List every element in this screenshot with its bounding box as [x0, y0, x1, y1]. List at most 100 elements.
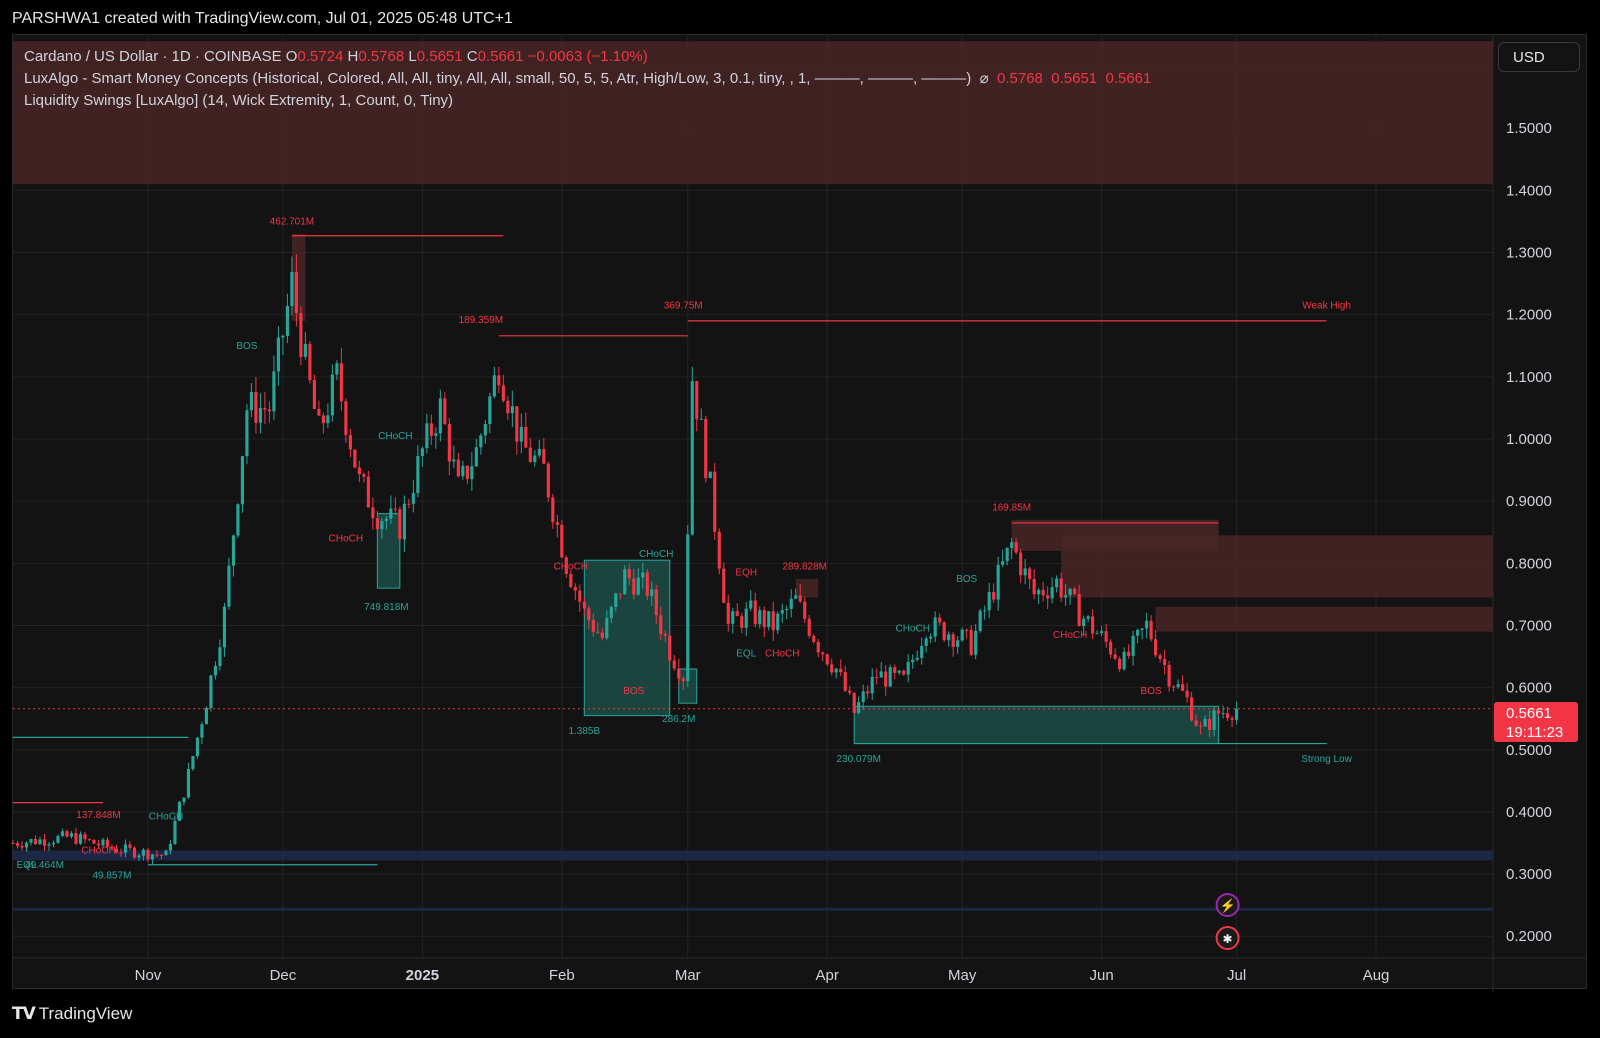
indicator-legend-row[interactable]: LuxAlgo - Smart Money Concepts (Historic… [24, 68, 1151, 90]
candle-body [240, 456, 244, 505]
candle-body [1109, 641, 1113, 655]
candle-body [618, 593, 622, 595]
candle-body [564, 557, 568, 574]
candle-body [767, 611, 771, 628]
candle-body [56, 835, 60, 843]
candle-body [1203, 718, 1207, 727]
chart-annotation: 49.857M [93, 870, 132, 881]
ohlc-value: 0.5768 [358, 48, 405, 65]
candle-body [1145, 620, 1149, 629]
candle-body [987, 592, 991, 611]
candle-body [227, 565, 231, 607]
candle-body [1154, 639, 1158, 656]
candle-body [1010, 542, 1014, 548]
candle-body [92, 839, 96, 844]
us-flag-event-icon [1215, 926, 1240, 950]
chart-annotation: CHoCH [81, 846, 115, 857]
candle-body [393, 508, 397, 510]
candle-body [573, 587, 577, 591]
candle-body [83, 834, 87, 840]
candle-body [659, 615, 663, 635]
candle-body [200, 724, 204, 738]
candle-body [65, 831, 69, 837]
candle-body [407, 503, 411, 505]
candle-body [1158, 655, 1162, 659]
candle-body [699, 418, 703, 420]
candle-body [78, 834, 83, 844]
bar-countdown: 19:11:23 [1506, 724, 1564, 741]
chart-annotation: CHoCH [149, 811, 183, 822]
candle-body [218, 647, 222, 667]
candle-body [1190, 697, 1194, 721]
candle-body [947, 634, 951, 641]
candle-body [344, 401, 348, 436]
candle-body [150, 854, 155, 860]
candle-body [690, 381, 694, 535]
candle-body [578, 590, 582, 602]
candle-body [1181, 684, 1185, 691]
symbol-title: Cardano / US Dollar · 1D · COINBASE [24, 48, 282, 65]
chart-annotation: CHoCH [1053, 630, 1087, 641]
candle-body [1230, 718, 1234, 720]
indicator-legend-row[interactable]: Liquidity Swings [LuxAlgo] (14, Wick Ext… [24, 90, 1151, 112]
candle-body [524, 426, 528, 448]
candle-body [29, 839, 33, 843]
x-tick-label: Nov [135, 967, 162, 984]
flag-glyph: ✱ [1223, 932, 1233, 946]
candle-body [969, 629, 973, 655]
candle-body [87, 839, 92, 841]
currency-button[interactable]: USD [1498, 42, 1580, 72]
candle-body [668, 635, 672, 661]
candle-body [591, 620, 595, 632]
chart-annotation: CHoCH [554, 562, 588, 573]
candle-body [443, 398, 447, 424]
candle-body [546, 463, 550, 498]
candle-body [1059, 578, 1063, 598]
chart-frame[interactable] [12, 34, 1587, 989]
candle-body [942, 622, 946, 641]
candle-body [258, 407, 262, 423]
candle-body [758, 610, 762, 625]
candle-body [339, 363, 343, 402]
candle-body [20, 845, 24, 848]
chart-annotation: EQL [736, 649, 756, 660]
candle-body [335, 363, 339, 375]
visibility-icon[interactable]: ⌀ [975, 70, 993, 87]
candle-body [42, 839, 47, 846]
y-tick-label: 0.6000 [1506, 680, 1552, 697]
chart-annotation: 230.079M [836, 754, 880, 765]
indicator-value: 0.5768 [997, 70, 1043, 87]
candle-body [929, 636, 933, 639]
candle-body [663, 634, 667, 636]
candle-body [902, 670, 906, 675]
candle-body [303, 343, 307, 357]
last-price: 0.5661 [1506, 705, 1552, 722]
tradingview-brand[interactable]: 𝗧𝗩 TradingView [12, 1004, 132, 1024]
candle-body [308, 343, 312, 381]
candle-body [978, 610, 982, 631]
candle-body [1100, 631, 1104, 634]
candle-body [1077, 593, 1081, 627]
candle-body [1217, 710, 1221, 714]
candle-body [992, 592, 996, 600]
candle-body [132, 847, 137, 858]
candle-body [906, 662, 910, 675]
candle-body [843, 672, 847, 691]
candle-body [812, 635, 816, 642]
candle-body [456, 459, 460, 477]
candle-body [114, 848, 119, 853]
candle-body [231, 535, 235, 566]
candle-body [1104, 631, 1108, 642]
candle-body [375, 518, 379, 530]
candle-body [294, 271, 298, 314]
candle-body [1131, 635, 1135, 656]
candle-body [1212, 710, 1216, 730]
candle-body [1136, 629, 1140, 636]
candle-body [861, 691, 865, 703]
candle-body [884, 671, 888, 687]
symbol-legend-row[interactable]: Cardano / US Dollar · 1D · COINBASE O0.5… [24, 46, 1151, 68]
chart-annotation: 462.701M [270, 217, 314, 228]
candle-body [983, 610, 987, 612]
x-tick-label: Aug [1363, 967, 1390, 984]
